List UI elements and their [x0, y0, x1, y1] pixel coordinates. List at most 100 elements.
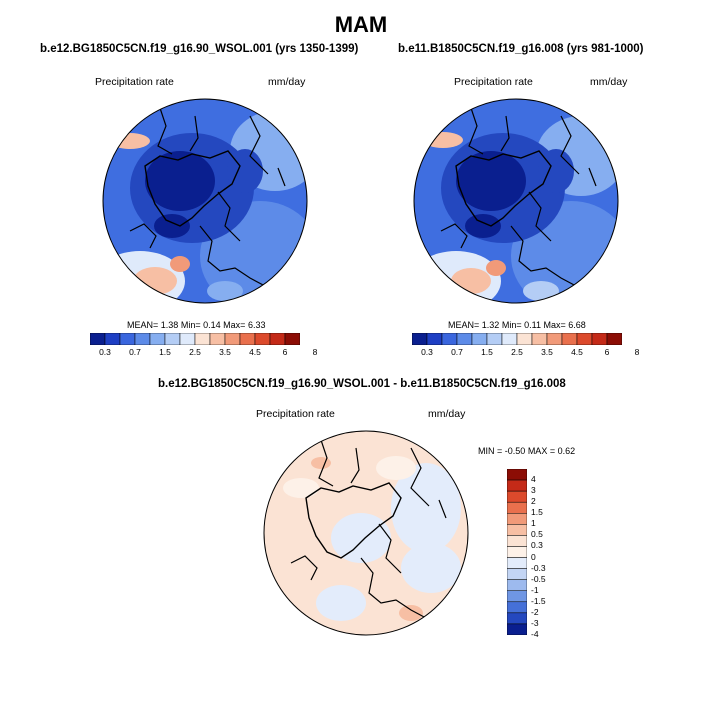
colorbar-2-swatches: [412, 333, 622, 345]
colorbar-swatch: [412, 333, 428, 345]
colorbar-swatch: [239, 333, 256, 345]
figure-title: MAM: [334, 12, 388, 37]
panel-3-stats: MIN = -0.50 MAX = 0.62: [478, 446, 575, 456]
panel-2-units-label: mm/day: [590, 76, 628, 88]
colorbar-swatch: [507, 524, 527, 536]
colorbar-swatch: [507, 490, 527, 503]
panel-1-polar-map: [102, 98, 308, 304]
panel-1-stats: MEAN= 1.38 Min= 0.14 Max= 6.33: [127, 320, 265, 330]
colorbar-swatch: [194, 333, 211, 345]
colorbar-tick-label: 6: [282, 347, 288, 357]
colorbar-swatch: [441, 333, 458, 345]
stat-min-value: 0.11: [524, 320, 541, 330]
colorbar-swatch: [507, 546, 527, 558]
stat-max-label: Max=: [543, 320, 566, 330]
colorbar-swatch: [134, 333, 151, 345]
colorbar-tick-label: 0.3: [421, 347, 433, 357]
stat-min-label: Min=: [501, 320, 522, 330]
colorbar-tick-label: -1: [531, 584, 539, 595]
stat-mean-label: MEAN=: [127, 320, 159, 330]
colorbar-tick-label: 0.7: [129, 347, 141, 357]
colorbar-swatch: [507, 623, 527, 635]
colorbar-tick-label: 8: [312, 347, 318, 357]
colorbar-swatch: [507, 535, 527, 547]
colorbar-tick-label: 3.5: [219, 347, 231, 357]
colorbar-tick-label: 4.5: [571, 347, 583, 357]
colorbar-swatch: [507, 469, 527, 481]
panel-3-map: [261, 428, 471, 638]
colorbar-swatch: [507, 601, 527, 614]
colorbar-swatch: [507, 579, 527, 591]
colorbar-tick-label: -2: [531, 606, 539, 617]
colorbar-1-ticks: 0.3 0.7 1.5 2.5 3.5 4.5 6 8: [90, 345, 317, 357]
colorbar-1-swatches: [90, 333, 300, 345]
colorbar-tick-label: 0.3: [99, 347, 111, 357]
stat-mean-value: 1.38: [160, 320, 179, 330]
stat-min-label: MIN =: [478, 446, 503, 456]
stat-max-value: 0.62: [557, 446, 576, 456]
colorbar-swatch: [426, 333, 443, 345]
colorbar-tick-label: 0.5: [531, 529, 543, 540]
colorbar-tick-label: 1.5: [159, 347, 171, 357]
colorbar-tick-label: 3.5: [541, 347, 553, 357]
colorbar-swatch: [576, 333, 593, 345]
colorbar-3-ticks: 4 3 2 1.5 1 0.5 0.3 0 -0.3 -0.5 -1 -1.5 -2 -3 -4: [531, 469, 561, 639]
colorbar-tick-label: -3: [531, 617, 539, 628]
colorbar-2-ticks: 0.3 0.7 1.5 2.5 3.5 4.5 6 8: [412, 345, 639, 357]
colorbar-tick-label: -4: [531, 629, 539, 639]
colorbar-swatch: [90, 333, 106, 345]
colorbar-swatch: [209, 333, 226, 345]
colorbar-tick-label: 0.3: [531, 540, 543, 551]
colorbar-swatch: [507, 513, 527, 525]
colorbar-tick-label: 2.5: [511, 347, 523, 357]
colorbar-swatch: [507, 557, 527, 569]
colorbar-swatch: [119, 333, 136, 345]
colorbar-swatch: [501, 333, 518, 345]
panel-2-variable-label: Precipitation rate: [454, 76, 533, 88]
colorbar-tick-label: 8: [634, 347, 640, 357]
panel-2-stats: MEAN= 1.32 Min= 0.11 Max= 6.68: [448, 320, 586, 330]
colorbar-swatch: [507, 501, 527, 514]
stat-mean-value: 1.32: [481, 320, 500, 330]
colorbar-swatch: [507, 590, 527, 603]
colorbar-tick-label: 2.5: [189, 347, 201, 357]
colorbar-swatch: [179, 333, 196, 345]
panel-2-colorbar: 0.3 0.7 1.5 2.5 3.5 4.5 6 8: [412, 333, 639, 357]
stat-min-value: 0.14: [203, 320, 221, 330]
colorbar-swatch: [591, 333, 608, 345]
colorbar-tick-label: 3: [531, 485, 536, 496]
colorbar-swatch: [507, 568, 527, 580]
colorbar-swatch: [516, 333, 533, 345]
colorbar-swatch: [224, 333, 241, 345]
panel-3-polar-map: [263, 430, 469, 636]
colorbar-swatch: [561, 333, 578, 345]
stat-max-label: MAX =: [527, 446, 556, 456]
colorbar-tick-label: 4.5: [249, 347, 261, 357]
colorbar-swatch: [269, 333, 286, 345]
colorbar-3-swatches: [507, 469, 527, 635]
panel-3-colorbar: [507, 469, 527, 635]
stat-max-value: 6.68: [568, 320, 586, 330]
panel-2-polar-map: [413, 98, 619, 304]
colorbar-swatch: [164, 333, 181, 345]
colorbar-swatch: [546, 333, 563, 345]
colorbar-tick-label: 0: [531, 551, 536, 562]
colorbar-swatch: [284, 333, 300, 345]
stat-max-value: 6.33: [247, 320, 266, 330]
panel-2-map: [411, 96, 621, 306]
panel-3-variable-label: Precipitation rate: [256, 408, 335, 420]
colorbar-swatch: [531, 333, 548, 345]
colorbar-tick-label: -1.5: [531, 595, 546, 606]
panel-1-map: [100, 96, 310, 306]
colorbar-tick-label: 6: [604, 347, 610, 357]
colorbar-tick-label: 1.5: [481, 347, 493, 357]
colorbar-tick-label: -0.3: [531, 562, 546, 573]
colorbar-swatch: [456, 333, 473, 345]
panel-3-title: b.e12.BG1850C5CN.f19_g16.90_WSOL.001 - b…: [158, 378, 566, 390]
colorbar-tick-label: 2: [531, 496, 536, 507]
colorbar-swatch: [606, 333, 622, 345]
panel-1-variable-label: Precipitation rate: [95, 76, 174, 88]
panel-3-units-label: mm/day: [428, 408, 466, 420]
stat-max-label: Max=: [223, 320, 246, 330]
colorbar-swatch: [471, 333, 488, 345]
